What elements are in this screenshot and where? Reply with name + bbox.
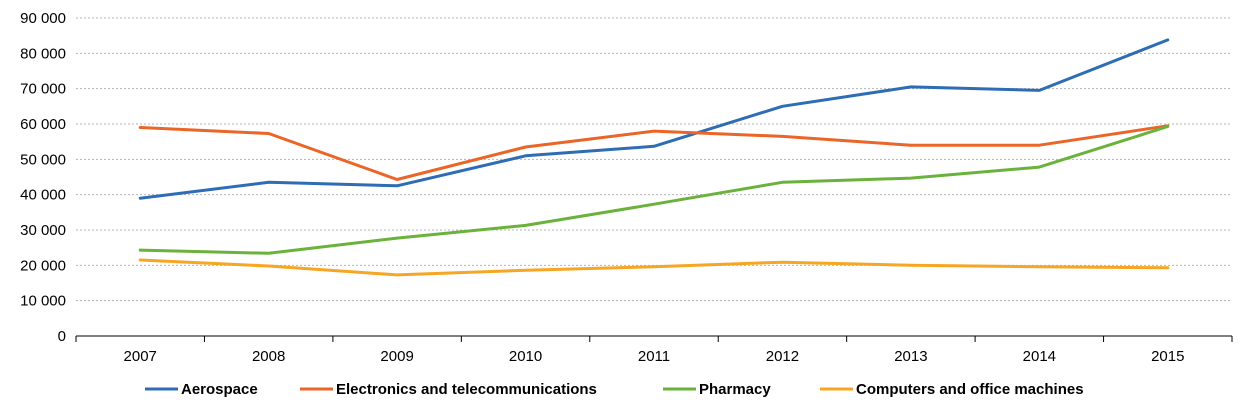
axes: 0 10 000 20 000 30 000 40 000 50 000 60 000 70 …	[20, 10, 1233, 365]
series-line-aerospace	[138, 38, 1170, 200]
x-tick-label: 2010	[509, 348, 542, 365]
x-tick-label: 2014	[1023, 348, 1056, 365]
x-tick-label: 2009	[380, 348, 413, 365]
x-tick-label: 2012	[766, 348, 799, 365]
x-tick-label: 2008	[252, 348, 285, 365]
x-tick-label: 2007	[124, 348, 157, 365]
y-tick-label: 50 000	[20, 151, 66, 168]
x-tick-label: 2015	[1151, 348, 1184, 365]
y-tick-label: 60 000	[20, 116, 66, 133]
y-tick-label: 40 000	[20, 187, 66, 204]
series-line-pharmacy	[138, 125, 1170, 255]
legend-label: Computers and office machines	[856, 381, 1084, 398]
y-tick-label: 20 000	[20, 257, 66, 274]
series-line-electronics-and-telecommunications	[138, 124, 1170, 181]
series-lines	[138, 38, 1170, 277]
y-tick-label: 80 000	[20, 45, 66, 62]
legend-label: Pharmacy	[699, 381, 771, 398]
x-tick-label: 2013	[894, 348, 927, 365]
series-line-computers-and-office-machines	[138, 258, 1170, 277]
y-tick-label: 10 000	[20, 293, 66, 310]
y-tick-label: 90 000	[20, 10, 66, 27]
y-tick-label: 70 000	[20, 81, 66, 98]
legend-label: Aerospace	[181, 381, 258, 398]
legend: Aerospace Electronics and telecommunicati…	[145, 381, 1084, 398]
gridlines	[76, 17, 1232, 302]
y-tick-label: 0	[58, 328, 66, 345]
y-tick-label: 30 000	[20, 222, 66, 239]
x-tick-label: 2011	[638, 348, 670, 365]
legend-label: Electronics and telecommunications	[336, 381, 597, 398]
